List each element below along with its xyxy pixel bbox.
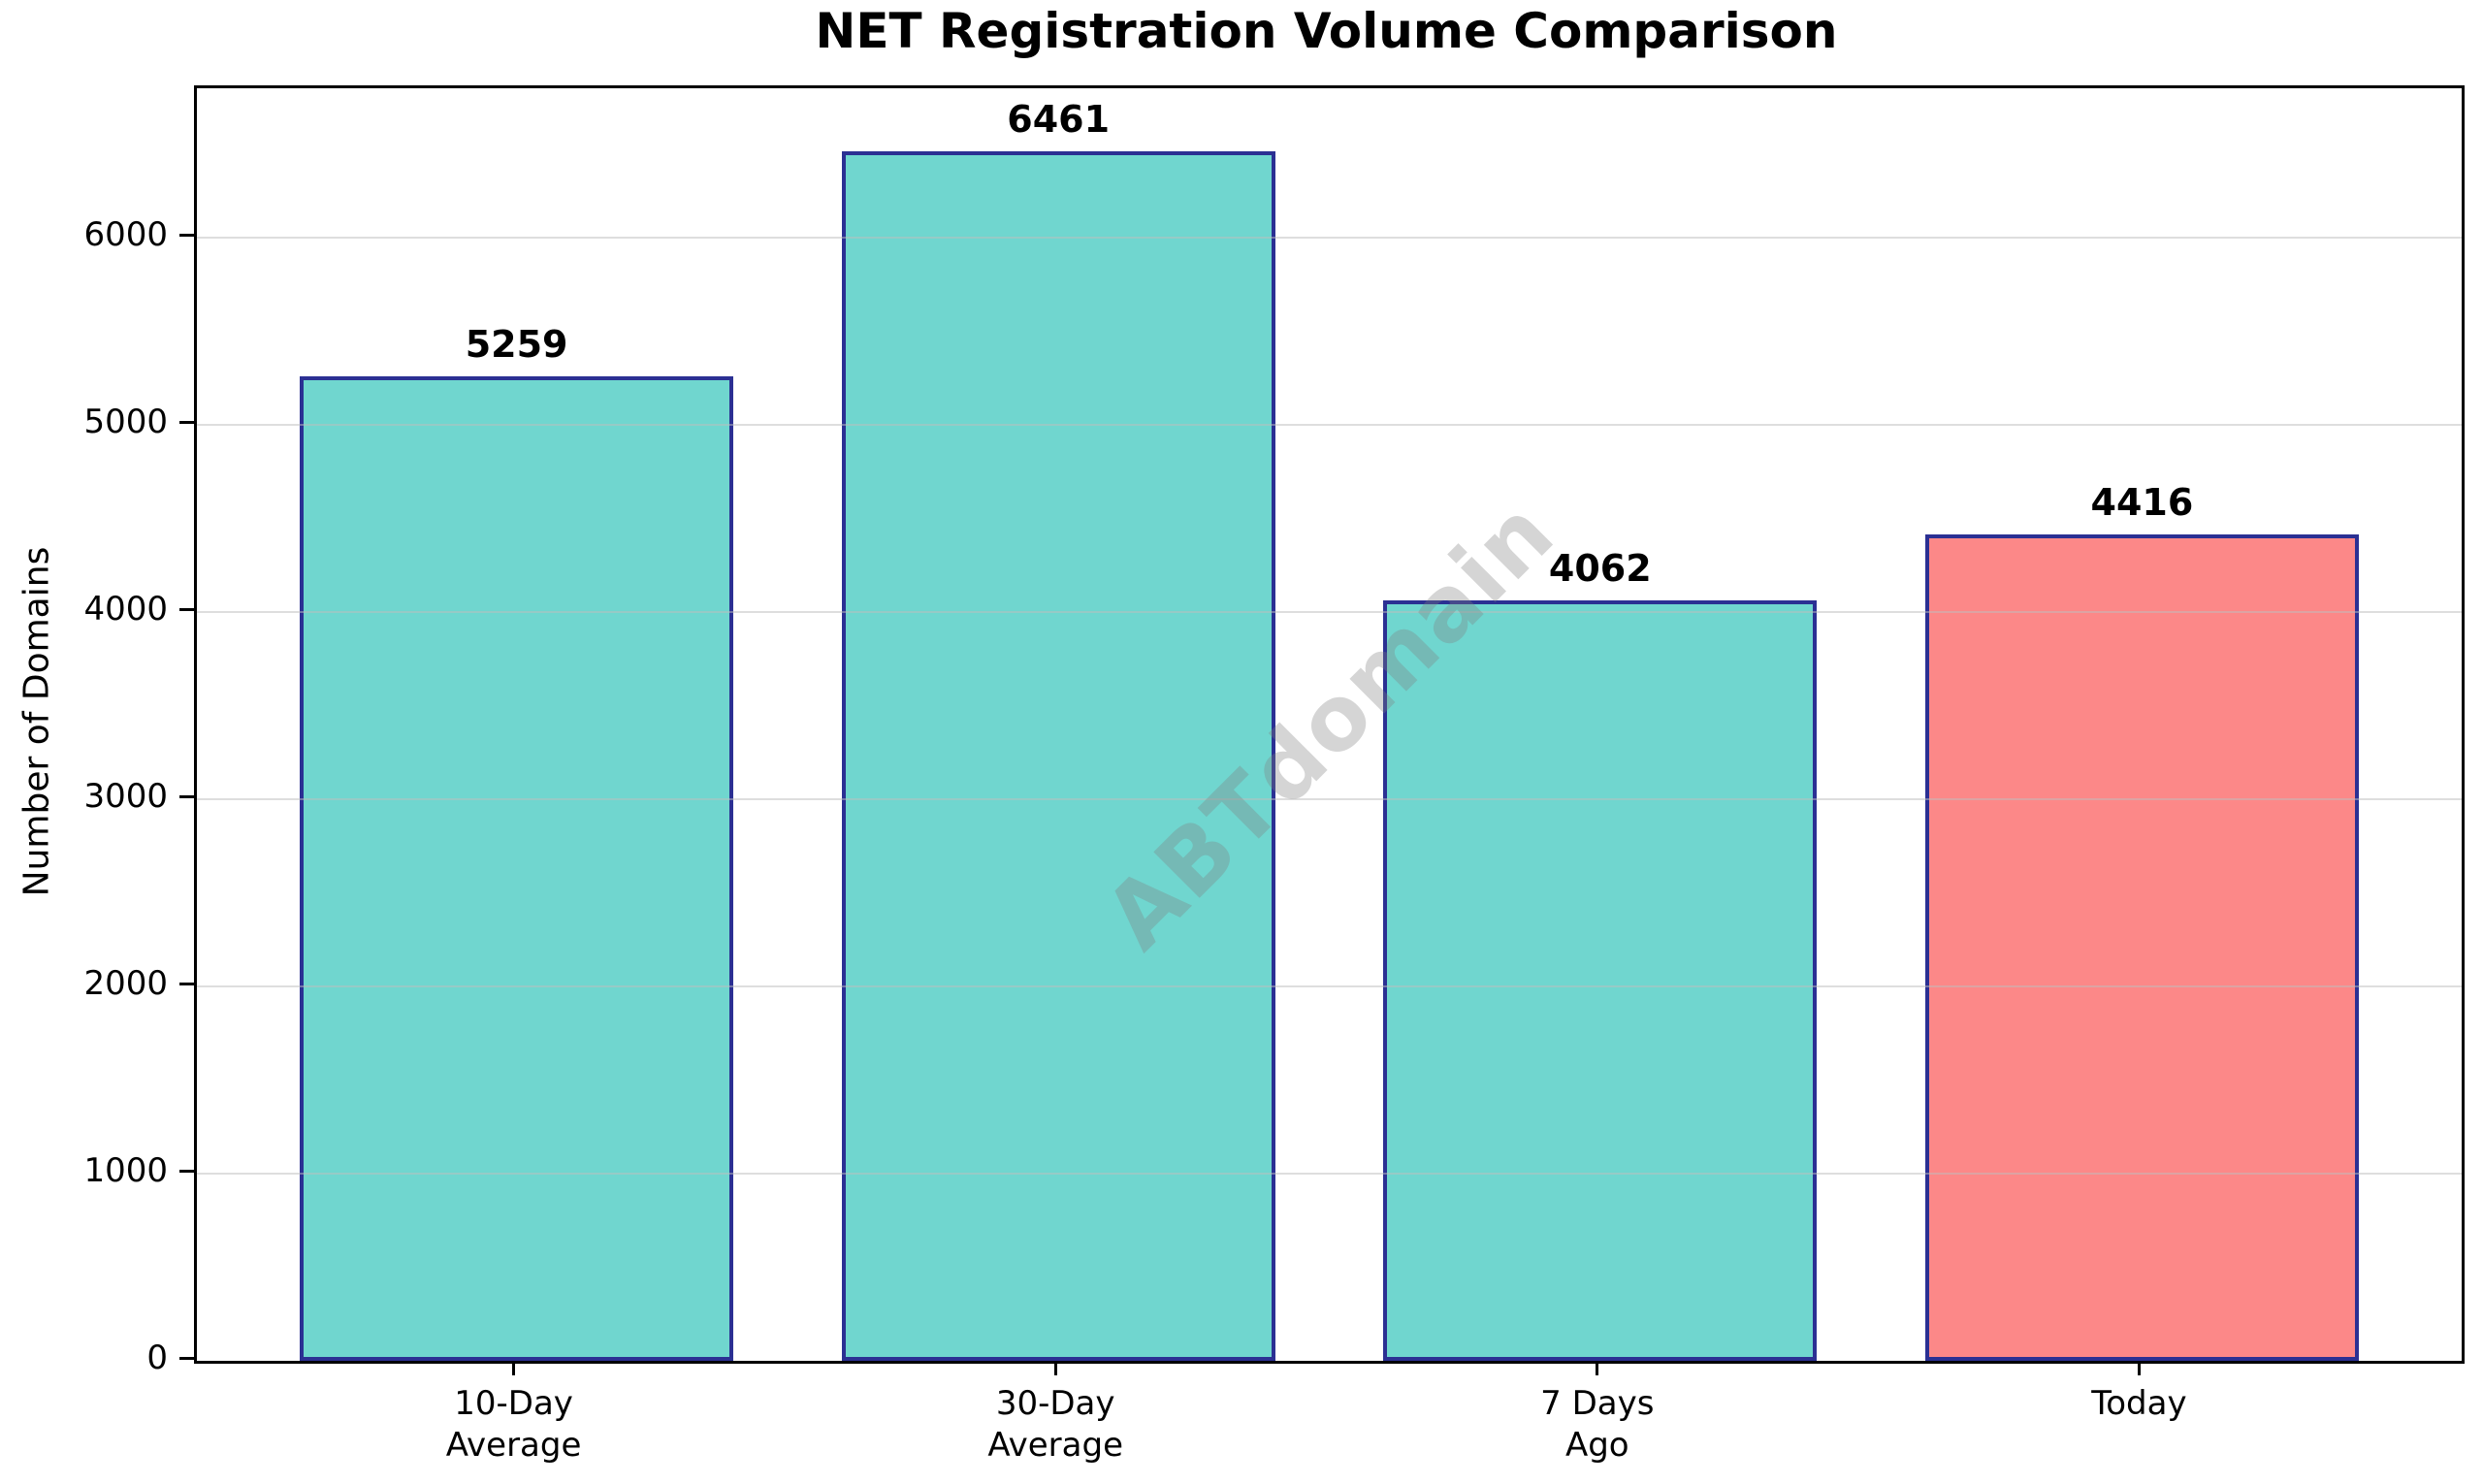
y-tick-label: 0 <box>146 1339 168 1377</box>
x-tick-label: Today <box>2091 1384 2187 1423</box>
x-tick-mark <box>2137 1361 2141 1375</box>
x-tick-label: 7 Days Ago <box>1540 1384 1655 1465</box>
gridline <box>197 611 2462 614</box>
y-tick-mark <box>179 1356 194 1360</box>
y-tick-mark <box>179 1169 194 1173</box>
x-tick-label: 30-Day Average <box>987 1384 1123 1465</box>
y-tick-label: 6000 <box>83 215 168 255</box>
x-tick-label: 10-Day Average <box>445 1384 582 1465</box>
y-tick-mark <box>179 607 194 611</box>
bar <box>1383 600 1818 1361</box>
bar-value-label: 4416 <box>2090 480 2194 524</box>
bar <box>300 376 733 1361</box>
y-tick-mark <box>179 982 194 985</box>
y-tick-label: 3000 <box>83 777 168 817</box>
gridline <box>197 1173 2462 1176</box>
y-tick-mark <box>179 233 194 237</box>
y-tick-mark <box>179 794 194 798</box>
x-tick-mark <box>512 1361 516 1375</box>
y-tick-mark <box>179 420 194 424</box>
y-tick-label: 2000 <box>83 964 168 1004</box>
x-tick-mark <box>1596 1361 1599 1375</box>
bar <box>841 151 1275 1361</box>
bar-value-label: 4062 <box>1548 547 1652 591</box>
gridline <box>197 798 2462 801</box>
y-tick-label: 1000 <box>83 1151 168 1191</box>
y-tick-label: 4000 <box>83 590 168 629</box>
gridline <box>197 424 2462 427</box>
y-tick-label: 5000 <box>83 403 168 442</box>
bar-value-label: 6461 <box>1007 98 1111 142</box>
bar <box>1924 533 2359 1361</box>
plot-area: 5259 6461 4062 4416 ABTdomain <box>194 85 2465 1364</box>
chart-title: NET Registration Volume Comparison <box>815 3 1838 59</box>
gridline <box>197 985 2462 988</box>
x-tick-mark <box>1053 1361 1057 1375</box>
bar-value-label: 5259 <box>465 323 568 367</box>
gridline <box>197 237 2462 240</box>
